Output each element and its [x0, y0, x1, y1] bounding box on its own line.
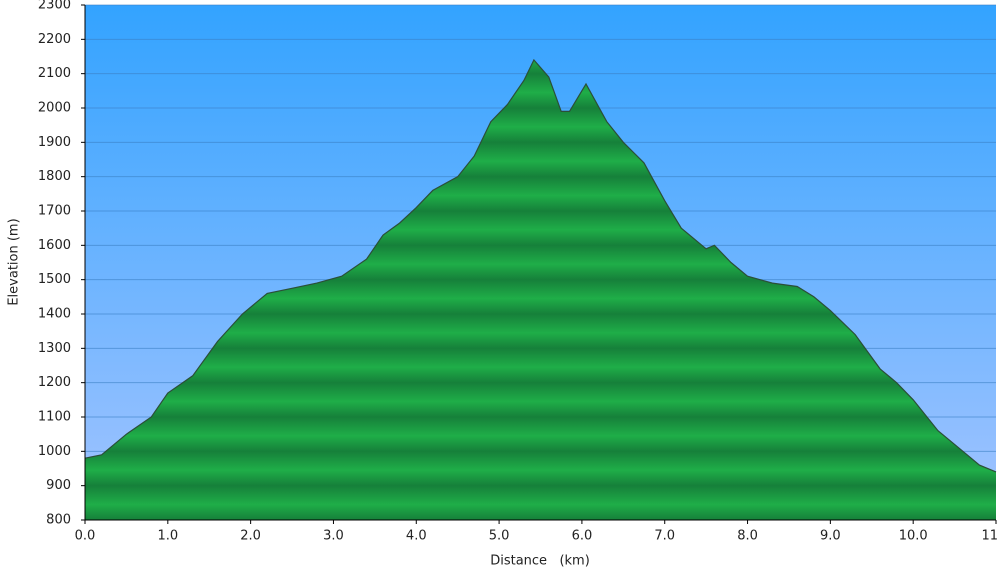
x-tick-label: 3.0 — [323, 529, 344, 544]
elevation-line — [84, 58, 997, 473]
x-tick-label: 8.0 — [737, 529, 758, 544]
x-tick-label: 11.0 — [982, 529, 999, 544]
y-tick-label: 1500 — [38, 272, 71, 287]
x-tick-label: 7.0 — [654, 529, 675, 544]
y-tick-label: 1700 — [38, 204, 71, 219]
y-tick-label: 2300 — [38, 0, 71, 13]
y-tick-label: 1100 — [38, 410, 71, 425]
y-tick-label: 1800 — [38, 169, 71, 184]
x-tick-label: 10.0 — [899, 529, 928, 544]
y-tick-label: 1200 — [38, 375, 71, 390]
y-tick-label: 800 — [46, 513, 71, 528]
x-tick-label: 1.0 — [157, 529, 178, 544]
x-tick-label: 6.0 — [572, 529, 593, 544]
y-tick-label: 1300 — [38, 341, 71, 356]
y-tick-label: 1400 — [38, 307, 71, 322]
y-axis-label: Elevation (m) — [7, 218, 22, 305]
x-tick-label: 2.0 — [240, 529, 261, 544]
x-tick-label: 4.0 — [406, 529, 427, 544]
y-tick-label: 1600 — [38, 238, 71, 253]
y-tick-label: 2000 — [38, 101, 71, 116]
y-tick-label: 1900 — [38, 135, 71, 150]
x-tick-label: 5.0 — [489, 529, 510, 544]
y-tick-label: 1000 — [38, 444, 71, 459]
x-tick-label: 9.0 — [820, 529, 841, 544]
x-axis-label: Distance (km) — [490, 554, 590, 569]
elevation-area — [85, 59, 996, 521]
y-tick-label: 900 — [46, 478, 71, 493]
y-tick-label: 2200 — [38, 32, 71, 47]
x-tick-label: 0.0 — [75, 529, 96, 544]
y-tick-label: 2100 — [38, 66, 71, 81]
